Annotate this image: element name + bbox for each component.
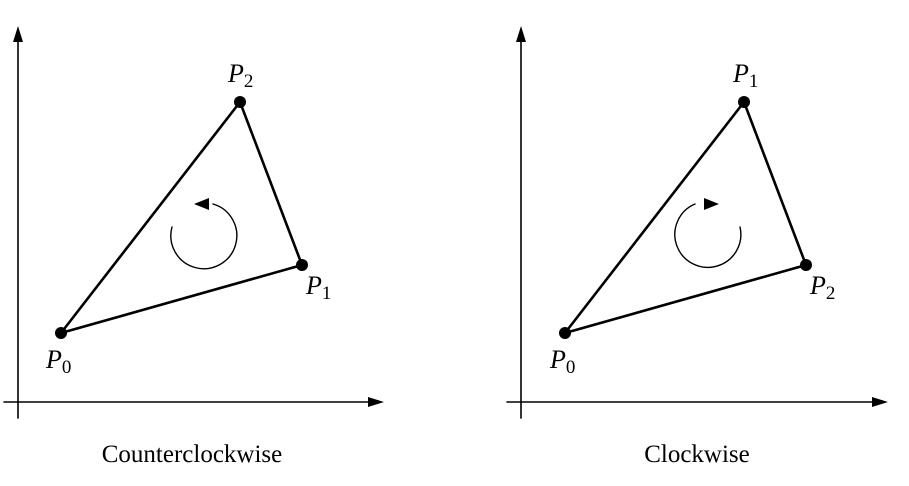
counterclockwise-arrow-icon [170,203,238,270]
edge-p1-p2 [238,100,304,267]
counterclockwise-arrowhead [194,198,209,210]
label-p0: P0 [549,345,575,378]
panel-counterclockwise: P0 P1 P2 Counterclockwise [3,26,384,468]
x-axis-arrowhead [872,397,888,407]
label-p1: P1 [305,271,331,304]
label-p1: P1 [732,59,758,92]
edge-p1-p0 [563,100,746,335]
vertex-p2 [234,96,246,108]
edge-p2-p1 [742,100,808,267]
vertex-p1 [296,259,308,271]
caption-counterclockwise: Counterclockwise [102,441,283,468]
y-axis-arrowhead [516,26,526,42]
label-p2: P2 [809,271,835,304]
vertex-p0 [55,327,67,339]
label-p2: P2 [227,59,253,92]
edge-p0-p2 [563,263,808,335]
panel-clockwise: P0 P1 P2 Clockwise [506,26,888,468]
clockwise-arrow-icon [674,203,742,269]
label-p0: P0 [45,345,71,378]
edge-p2-p0 [59,100,242,335]
edge-p0-p1 [59,263,304,335]
clockwise-arrowhead [704,198,719,210]
y-axis-arrowhead [13,26,23,42]
caption-clockwise: Clockwise [644,441,750,468]
vertex-p0 [559,327,571,339]
vertex-p1 [738,96,750,108]
vertex-p2 [800,259,812,271]
x-axis-arrowhead [368,397,384,407]
